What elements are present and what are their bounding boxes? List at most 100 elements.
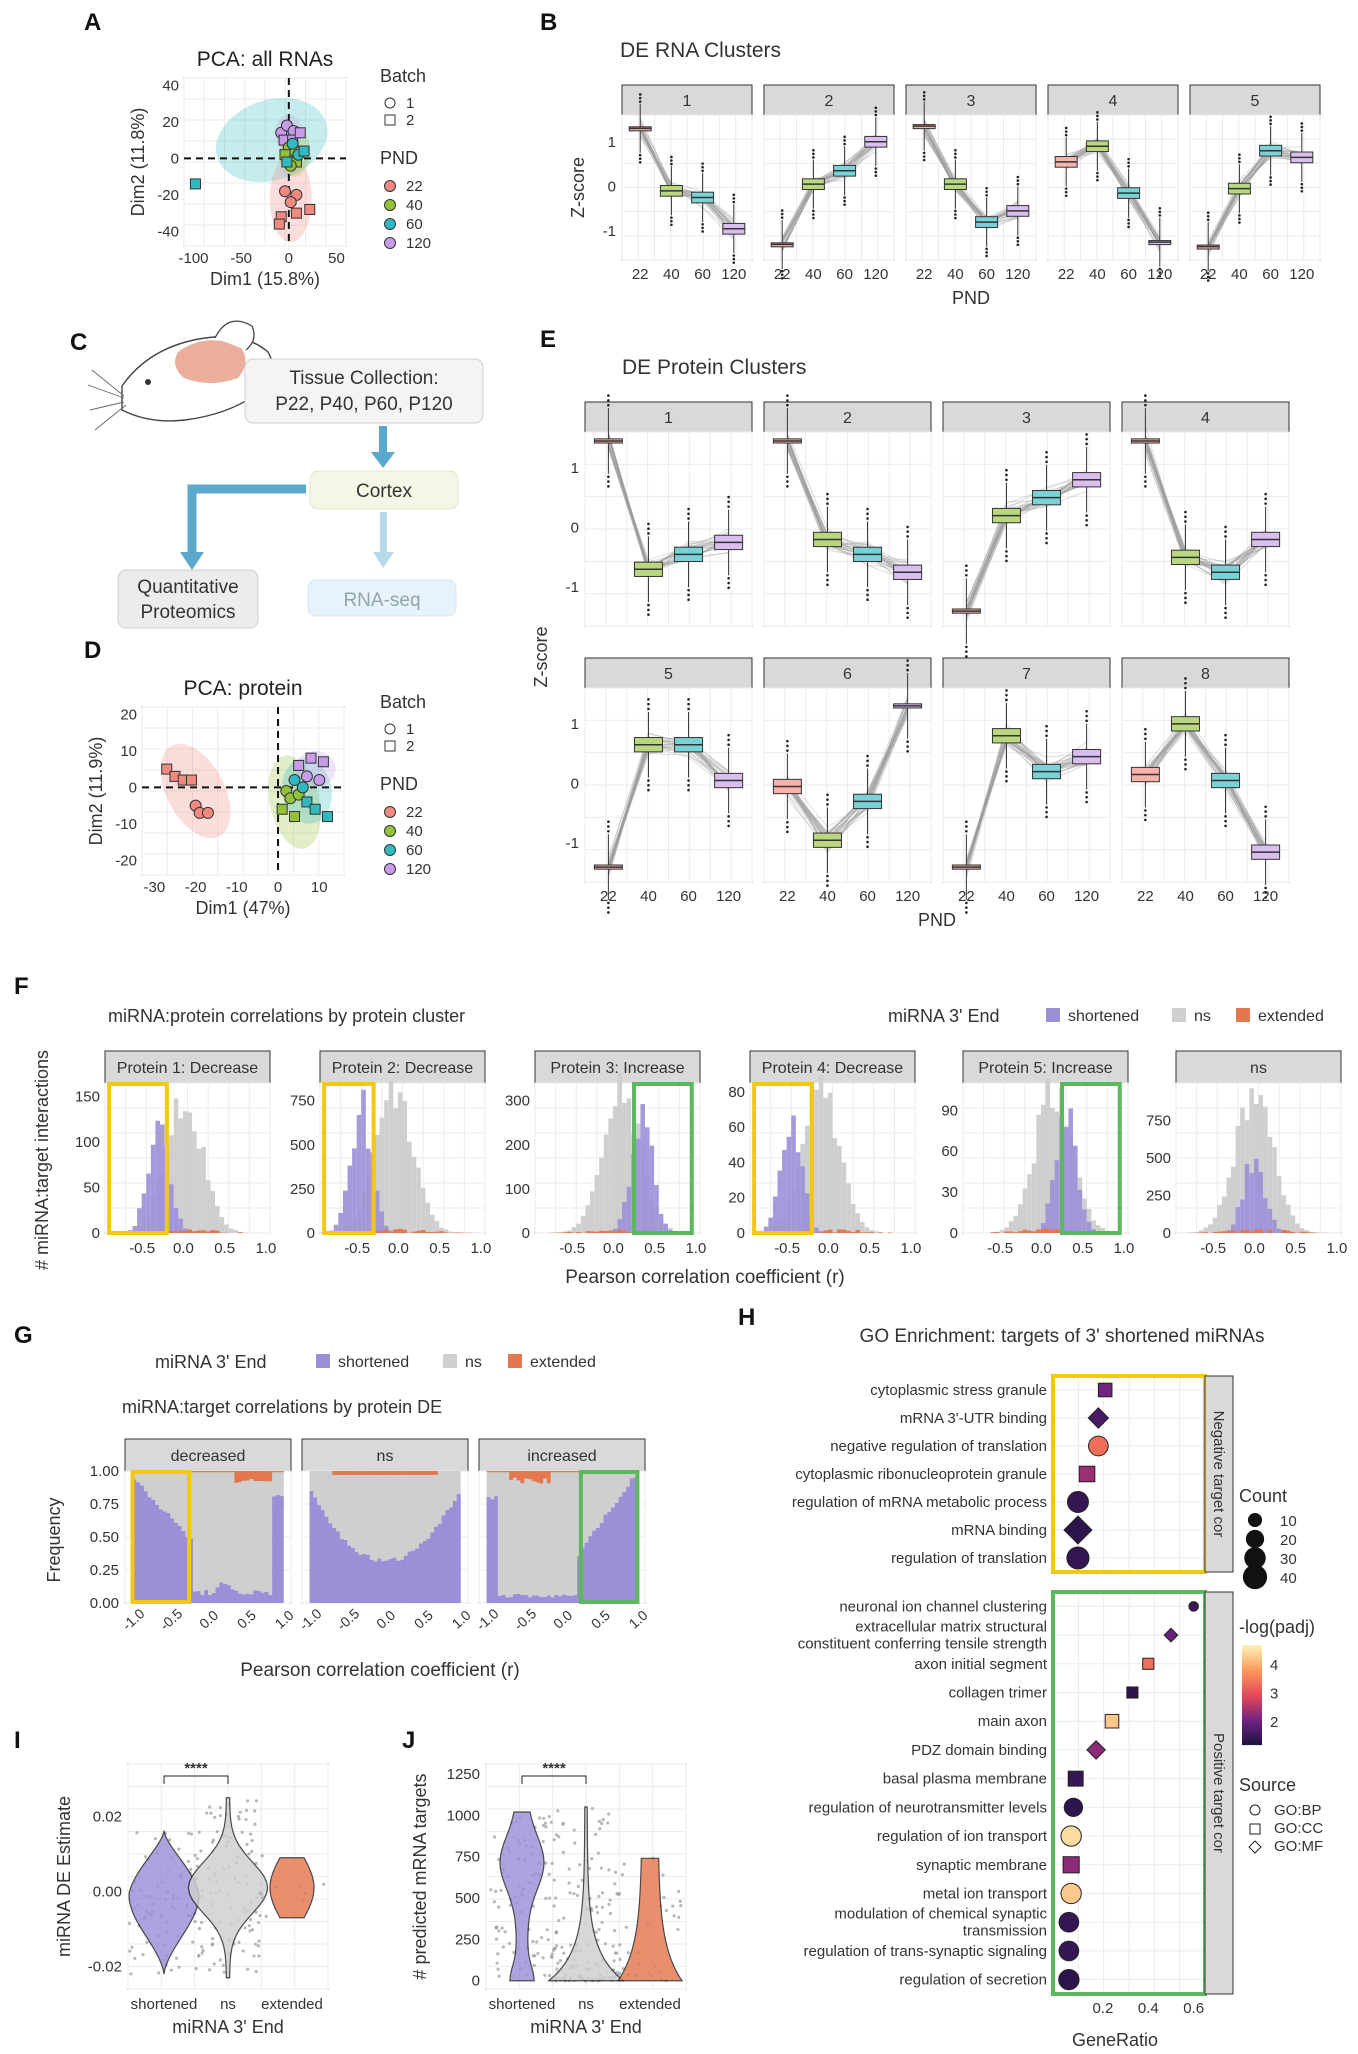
freq-bar-ns bbox=[407, 1474, 412, 1552]
jitter-point bbox=[677, 1915, 681, 1919]
trajectory-line bbox=[1144, 453, 1266, 567]
freq-bar-ns bbox=[189, 1472, 194, 1539]
hist-bar-ns bbox=[1249, 1088, 1254, 1233]
jitter-point bbox=[174, 1956, 179, 1960]
y-tick-label: 0 bbox=[307, 1225, 315, 1242]
trajectory-line bbox=[607, 737, 730, 877]
trajectory-line bbox=[1144, 434, 1266, 575]
trajectory-line bbox=[607, 445, 729, 567]
x-tick-label: -1.0 bbox=[119, 1605, 148, 1633]
outlier-point bbox=[638, 100, 642, 103]
panel-letter-F: F bbox=[14, 973, 29, 1000]
jitter-point bbox=[189, 1867, 193, 1871]
freq-bar-shortened bbox=[245, 1593, 250, 1603]
freq-bar-shortened bbox=[264, 1591, 269, 1603]
trajectory-line bbox=[1207, 155, 1302, 250]
trajectory-line bbox=[639, 134, 735, 225]
freq-bar-ns bbox=[588, 1472, 593, 1537]
jitter-point bbox=[200, 1951, 204, 1955]
legend-label: 22 bbox=[406, 178, 423, 195]
outlier-point bbox=[965, 655, 968, 658]
trajectory-line bbox=[965, 734, 1087, 861]
outlier-point bbox=[1085, 514, 1088, 517]
trajectory-line bbox=[923, 132, 1018, 218]
trajectory-line bbox=[639, 125, 735, 227]
facet-strip bbox=[319, 1050, 486, 1084]
trajectory-line bbox=[786, 711, 909, 851]
mouse-brain-icon bbox=[175, 340, 246, 383]
trajectory-line bbox=[1144, 439, 1266, 583]
freq-bar-shortened bbox=[486, 1497, 491, 1603]
facet-label: Negative target cor bbox=[1210, 1411, 1227, 1538]
jitter-point bbox=[557, 1835, 561, 1839]
colorbar-segment bbox=[1242, 1717, 1262, 1721]
trajectory-line bbox=[965, 482, 1087, 611]
jitter-point bbox=[258, 1913, 262, 1918]
freq-bar-ns bbox=[132, 1472, 137, 1480]
freq-bar-ns bbox=[494, 1472, 499, 1497]
trajectory-line bbox=[639, 133, 735, 234]
trajectory-line bbox=[639, 125, 735, 223]
trajectory-line bbox=[781, 144, 877, 250]
legend-title: Batch bbox=[380, 66, 426, 86]
hist-bar-ns bbox=[1304, 1230, 1309, 1233]
freq-bar-ns bbox=[543, 1478, 548, 1597]
jitter-point bbox=[587, 1866, 592, 1871]
hist-bar-ns bbox=[1217, 1205, 1222, 1233]
trajectory-line bbox=[1207, 155, 1302, 249]
trajectory-line bbox=[965, 480, 1087, 623]
outlier-point bbox=[1005, 770, 1008, 773]
outlier-point bbox=[906, 668, 909, 672]
hist-bar-shortened bbox=[1253, 1158, 1259, 1233]
hist-bar-ns bbox=[823, 1097, 828, 1233]
facet-label: 4 bbox=[1109, 93, 1118, 110]
hist-bar-ns bbox=[1267, 1136, 1273, 1233]
outlier-point bbox=[843, 196, 846, 199]
trajectory-line bbox=[781, 139, 877, 251]
hist-bar-extended bbox=[622, 1230, 627, 1233]
go-point bbox=[1188, 1601, 1199, 1612]
freq-bar-shortened bbox=[238, 1593, 243, 1603]
trajectory-line bbox=[1066, 147, 1161, 243]
trajectory-line bbox=[786, 446, 908, 568]
trajectory-line bbox=[1144, 452, 1266, 573]
outlier-point bbox=[1127, 222, 1130, 225]
trajectory-line bbox=[1207, 147, 1302, 246]
outlier-point bbox=[1005, 473, 1008, 477]
freq-bar-extended bbox=[234, 1471, 239, 1483]
x-tick-label: shortened bbox=[131, 1996, 198, 2013]
jitter-point bbox=[501, 1945, 505, 1949]
freq-bar-ns bbox=[539, 1483, 544, 1597]
jitter-point bbox=[600, 1821, 604, 1826]
outlier-point bbox=[1184, 758, 1187, 761]
legend-size-point bbox=[1244, 1547, 1266, 1569]
panel-I: shortened ns extended****0.020.00-0.02miRN… bbox=[54, 1760, 329, 2037]
legend-label: 60 bbox=[406, 216, 423, 233]
outlier-point bbox=[1238, 221, 1241, 224]
colorbar-segment bbox=[1242, 1657, 1262, 1661]
outlier-point bbox=[1238, 214, 1241, 217]
jitter-point bbox=[547, 1872, 551, 1876]
hist-bar-ns bbox=[233, 1229, 238, 1233]
y-tick-label: 60 bbox=[728, 1119, 745, 1136]
trajectory-line bbox=[1207, 153, 1302, 249]
freq-bar-extended bbox=[362, 1471, 367, 1475]
hist-bar-ns bbox=[585, 1205, 590, 1233]
trajectory-line bbox=[781, 147, 877, 252]
trajectory-line bbox=[607, 437, 729, 577]
legend-circle-icon bbox=[384, 723, 396, 735]
x-tick-label: extended bbox=[619, 1996, 681, 2013]
hist-bar-ns bbox=[224, 1224, 229, 1233]
hist-bar-extended bbox=[1286, 1230, 1291, 1233]
jitter-point bbox=[607, 1902, 611, 1907]
facet-label: Protein 5: Increase bbox=[978, 1060, 1112, 1077]
freq-bar-shortened bbox=[403, 1555, 408, 1603]
go-term-label: regulation of mRNA metabolic process bbox=[792, 1494, 1047, 1511]
trajectory-line bbox=[965, 741, 1087, 863]
hist-bar-shortened bbox=[173, 1208, 179, 1233]
freq-bar-ns bbox=[268, 1481, 273, 1595]
facet-E-2: 2 bbox=[763, 394, 932, 627]
colorbar-segment bbox=[1242, 1697, 1262, 1701]
facet-label: 6 bbox=[843, 666, 852, 683]
